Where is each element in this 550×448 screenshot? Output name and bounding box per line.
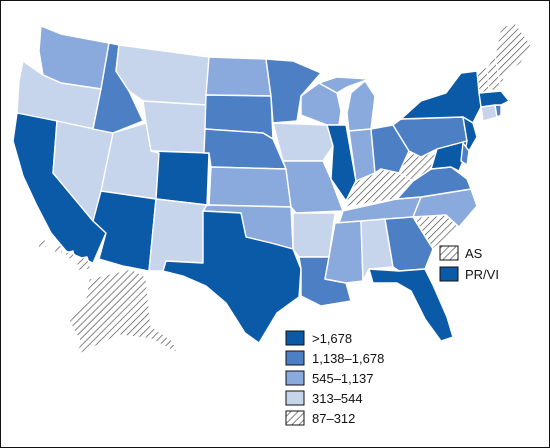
state-MA: [478, 90, 510, 108]
territory-swatch-as: [439, 245, 459, 261]
legend-label-313-544: 313–544: [312, 391, 363, 406]
state-WY: [142, 100, 207, 154]
legend-label-gt-1678: >1,678: [312, 331, 352, 346]
state-ME: [494, 22, 532, 90]
territory-label-prvi: PR/VI: [465, 267, 499, 282]
legend-label-545-1137: 545–1,137: [312, 371, 373, 386]
state-HI-1: [36, 238, 48, 250]
state-MI-upper: [318, 76, 370, 94]
state-ND: [205, 56, 272, 97]
legend-label-1138-1678: 1,138–1,678: [312, 351, 384, 366]
state-AL: [360, 218, 394, 282]
state-FL: [368, 268, 454, 342]
territory-swatch-prvi: [439, 266, 459, 282]
state-HI-3: [64, 250, 76, 260]
state-MO: [282, 160, 344, 214]
state-MD: [430, 140, 468, 172]
legend-swatch-87-312: [285, 410, 305, 426]
state-NE: [203, 128, 287, 170]
state-MI: [346, 80, 376, 132]
state-NM: [148, 198, 208, 272]
state-DE: [460, 142, 470, 166]
state-HI-4: [74, 256, 92, 272]
legend-swatch-545-1137: [285, 370, 305, 386]
state-CT: [480, 104, 498, 122]
state-NY: [400, 70, 482, 124]
legend-swatch-gt-1678: [285, 330, 305, 346]
territory-label-as: AS: [465, 246, 483, 261]
map-legend: >1,678 1,138–1,678 545–1,137 313–544 87–…: [285, 330, 384, 426]
legend-swatch-313-544: [285, 390, 305, 406]
state-MN: [265, 58, 322, 124]
state-TX: [162, 210, 302, 344]
state-CO: [150, 150, 210, 206]
state-AR: [292, 212, 336, 258]
legend-label-87-312: 87–312: [312, 411, 355, 426]
state-HI-2: [52, 244, 64, 254]
state-KS: [208, 166, 292, 208]
state-IA: [272, 122, 334, 162]
territory-legend: AS PR/VI: [439, 245, 499, 282]
legend-swatch-1138-1678: [285, 350, 305, 366]
state-AK: [68, 268, 178, 358]
